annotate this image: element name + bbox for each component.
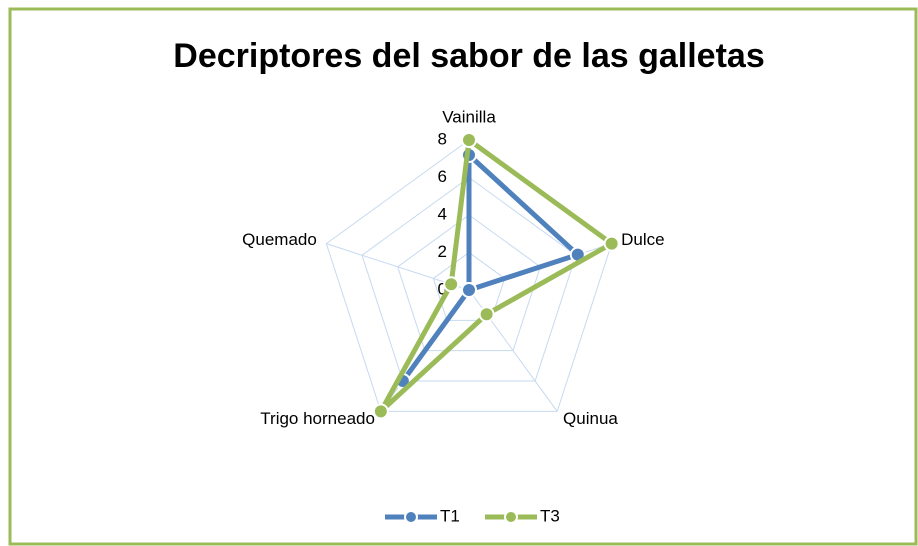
series-line bbox=[400, 152, 581, 384]
r-tick-label: 0 bbox=[438, 279, 447, 298]
category-label: Trigo horneado bbox=[260, 409, 375, 428]
r-tick-label: 8 bbox=[438, 129, 447, 148]
category-label: Quinua bbox=[563, 409, 618, 428]
legend-marker bbox=[504, 510, 518, 524]
legend-label: T3 bbox=[540, 506, 560, 525]
legend-label: T1 bbox=[440, 506, 460, 525]
series-marker bbox=[461, 132, 477, 148]
series-marker bbox=[603, 235, 620, 252]
chart-title: Decriptores del sabor de las galletas bbox=[173, 37, 764, 75]
category-label: Dulce bbox=[621, 230, 664, 249]
series-line bbox=[378, 137, 615, 414]
series-marker bbox=[443, 276, 460, 293]
r-tick-label: 2 bbox=[438, 242, 447, 261]
category-label: Quemado bbox=[242, 230, 317, 249]
series-marker bbox=[478, 306, 495, 323]
grid-ring bbox=[361, 176, 577, 382]
grid-ring bbox=[432, 251, 506, 321]
legend-marker bbox=[404, 510, 418, 524]
series-marker bbox=[372, 403, 389, 420]
series-marker bbox=[461, 282, 477, 298]
r-tick-label: 6 bbox=[438, 167, 447, 186]
grid-ring bbox=[397, 214, 541, 352]
chart-frame bbox=[8, 7, 918, 546]
category-label: Vainilla bbox=[442, 107, 496, 126]
r-tick-label: 4 bbox=[438, 204, 447, 223]
